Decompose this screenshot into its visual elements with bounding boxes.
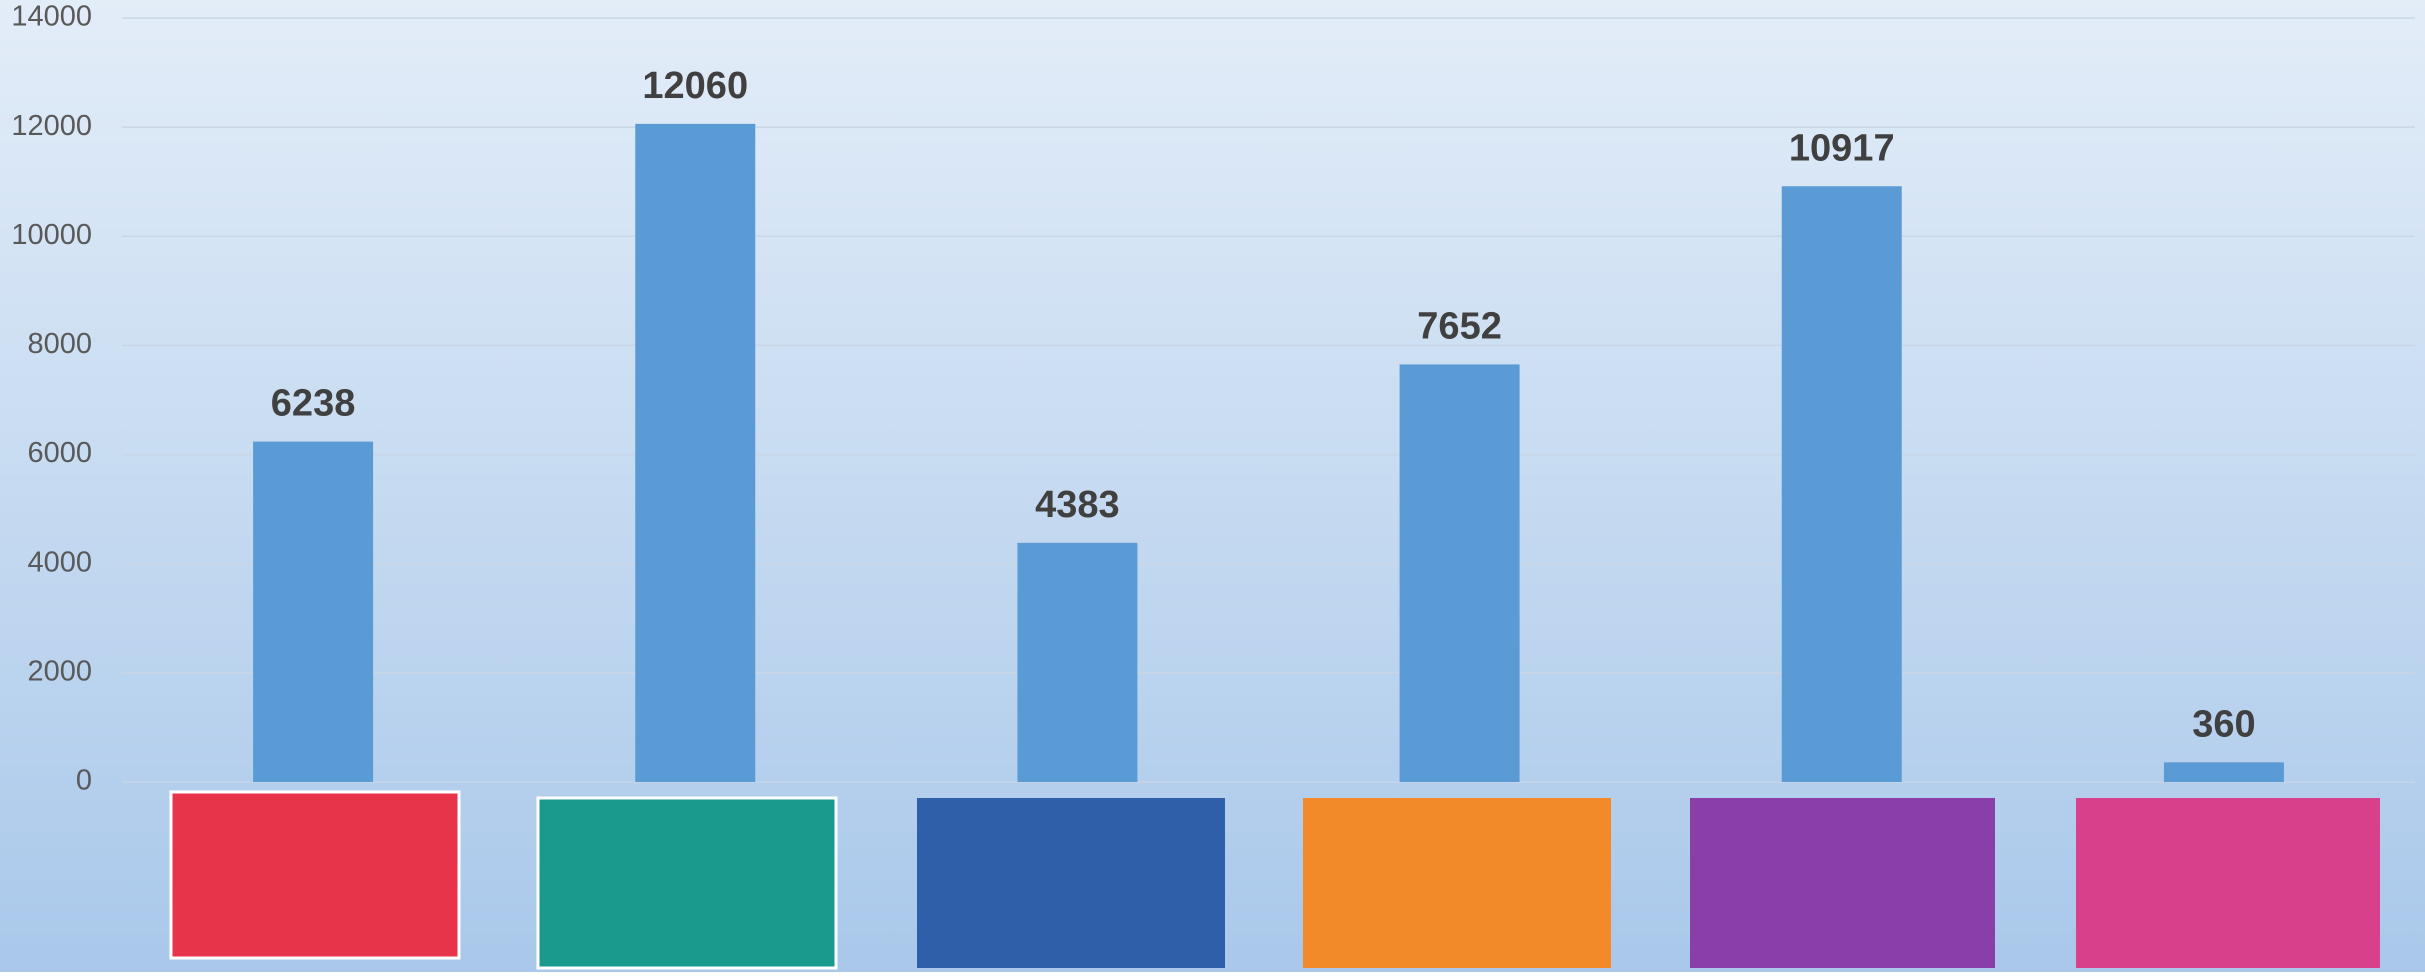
data-label: 360	[2192, 703, 2255, 745]
y-tick-label: 4000	[27, 546, 92, 578]
bar	[635, 123, 756, 782]
thumbnail	[1690, 798, 1995, 968]
bar	[1781, 186, 1902, 782]
y-tick-label: 0	[76, 765, 92, 797]
data-label: 12060	[642, 65, 748, 107]
thumbnail	[536, 796, 838, 970]
data-label: 6238	[271, 383, 356, 425]
y-tick-label: 14000	[11, 1, 92, 33]
y-tick-label: 2000	[27, 656, 92, 688]
bar	[1399, 364, 1520, 782]
y-tick-label: 10000	[11, 219, 92, 251]
data-label: 4383	[1035, 484, 1120, 526]
bar	[253, 441, 374, 782]
y-tick-label: 12000	[11, 110, 92, 142]
data-label: 7652	[1417, 305, 1502, 347]
bar	[1017, 542, 1138, 782]
y-tick-label: 6000	[27, 437, 92, 469]
thumbnails	[169, 790, 2380, 970]
thumbnail	[1303, 798, 1611, 968]
thumbnail	[917, 798, 1225, 968]
bar	[2163, 762, 2284, 782]
y-tick-label: 8000	[27, 328, 92, 360]
thumbnail	[2076, 798, 2380, 968]
data-label: 10917	[1789, 127, 1895, 169]
thumbnail	[169, 790, 461, 960]
